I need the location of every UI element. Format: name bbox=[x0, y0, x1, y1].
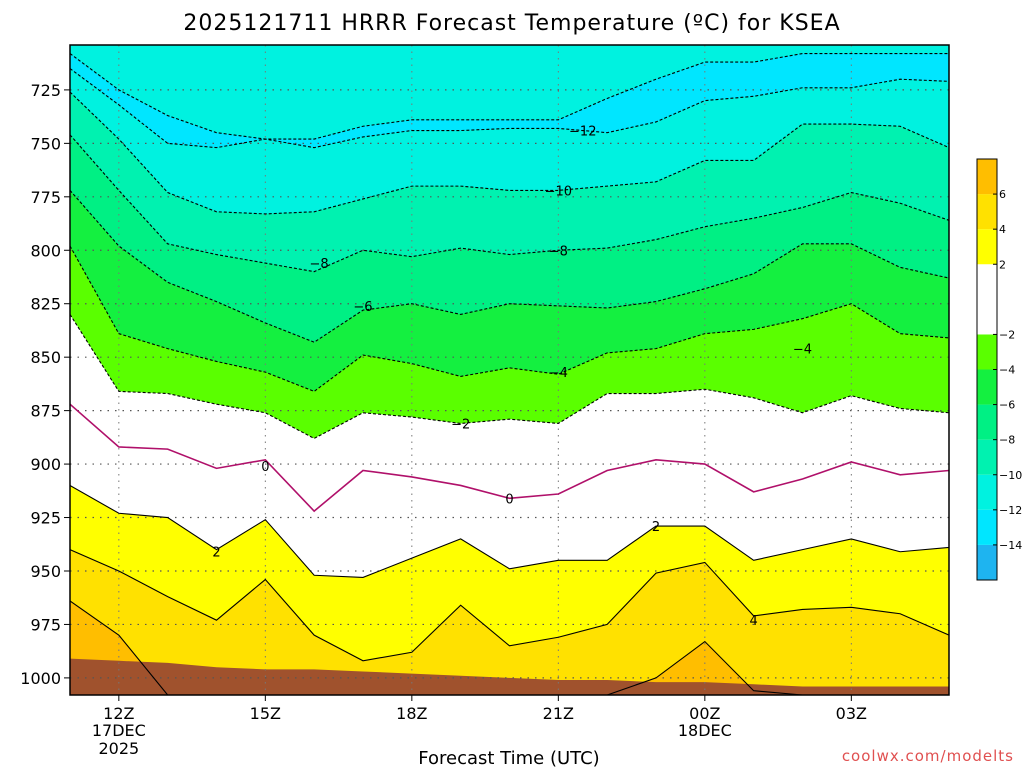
contour-label-8: 0 bbox=[261, 460, 269, 475]
y-tick-label-950: 950 bbox=[30, 562, 61, 581]
colorbar-tick-label--4: −4 bbox=[999, 364, 1015, 377]
grid-lines bbox=[70, 45, 949, 695]
temperature-bands bbox=[70, 53, 949, 695]
colorbar-swatch--10 bbox=[977, 439, 997, 475]
contour-line--14 bbox=[70, 53, 949, 140]
colorbar-tick-label--10: −10 bbox=[999, 469, 1022, 482]
colorbar-swatch-2 bbox=[977, 229, 997, 265]
contour-line--10 bbox=[70, 91, 949, 215]
contour-labels: −12 −10 −8 −8 −6 −4 −4 −2 0 0 2 2 4 bbox=[212, 125, 812, 630]
contour-label-12: 4 bbox=[750, 614, 758, 629]
y-axis: 725 750 775 800 825 850 875 900 925 950 975 1000 bbox=[20, 81, 70, 688]
colorbar-swatch--14 bbox=[977, 509, 997, 545]
colorbar-swatch--16 bbox=[977, 544, 997, 580]
contour-label-11: 2 bbox=[652, 520, 660, 535]
y-tick-label-750: 750 bbox=[30, 134, 61, 153]
contour-lines bbox=[70, 53, 949, 695]
contour-line-0 bbox=[70, 403, 949, 513]
chart-title: 2025121711 HRRR Forecast Temperature (ºC… bbox=[183, 11, 840, 36]
colorbar-swatch--2 bbox=[977, 299, 997, 335]
colorbar-tick-label--14: −14 bbox=[999, 539, 1022, 552]
y-tick-label-800: 800 bbox=[30, 241, 61, 260]
colorbar-tick-label--8: −8 bbox=[999, 434, 1015, 447]
contour-line--2 bbox=[70, 314, 949, 440]
y-tick-label-925: 925 bbox=[30, 509, 61, 528]
contour-line--12 bbox=[70, 68, 949, 149]
x-tick-label-00Z: 00Z bbox=[689, 704, 720, 723]
ground-fill bbox=[70, 658, 949, 695]
contour-label-4: −6 bbox=[353, 300, 372, 315]
colorbar-swatch--4 bbox=[977, 334, 997, 370]
colorbar-tick-label-2: 2 bbox=[999, 258, 1006, 271]
contour-line-4 bbox=[70, 549, 949, 662]
colorbar-swatch-0 bbox=[977, 264, 997, 300]
x-tick-date-12Z: 17DEC bbox=[92, 721, 146, 740]
colorbar-tick-label--12: −12 bbox=[999, 504, 1022, 517]
colorbar-swatch--8 bbox=[977, 404, 997, 440]
contour-line--4 bbox=[70, 245, 949, 393]
contour-label-0: −12 bbox=[569, 125, 596, 140]
y-tick-label-850: 850 bbox=[30, 348, 61, 367]
y-tick-label-775: 775 bbox=[30, 188, 61, 207]
colorbar-swatch--6 bbox=[977, 369, 997, 405]
y-tick-label-975: 975 bbox=[30, 615, 61, 634]
contour-label-10: 2 bbox=[212, 546, 220, 561]
x-tick-label-21Z: 21Z bbox=[543, 704, 574, 723]
colorbar-swatch--12 bbox=[977, 474, 997, 510]
contour-label-3: −8 bbox=[549, 244, 568, 259]
ground-layer bbox=[70, 658, 949, 695]
x-tick-label-15Z: 15Z bbox=[250, 704, 281, 723]
colorbar-swatch-4 bbox=[977, 194, 997, 230]
band-fill-4 bbox=[70, 549, 949, 695]
contour-label-1: −10 bbox=[545, 184, 572, 199]
y-tick-label-900: 900 bbox=[30, 455, 61, 474]
colorbar-tick-label-4: 4 bbox=[999, 223, 1006, 236]
colorbar-swatch-6 bbox=[977, 159, 997, 195]
x-tick-year-12Z: 2025 bbox=[98, 739, 139, 758]
contour-line-2 bbox=[70, 484, 949, 578]
contour-label-9: 0 bbox=[505, 492, 513, 507]
colorbar-tick-label-6: 6 bbox=[999, 188, 1006, 201]
contour-line--8 bbox=[70, 134, 949, 273]
x-tick-label-12Z: 12Z bbox=[103, 704, 134, 723]
y-tick-label-825: 825 bbox=[30, 295, 61, 314]
contour-label-5: −4 bbox=[549, 366, 568, 381]
plot-frame bbox=[69, 44, 950, 696]
contour-label-7: −2 bbox=[451, 417, 470, 432]
contour-label-2: −8 bbox=[309, 257, 328, 272]
y-tick-label-725: 725 bbox=[30, 81, 61, 100]
y-tick-label-1000: 1000 bbox=[20, 669, 61, 688]
x-tick-label-18Z: 18Z bbox=[396, 704, 427, 723]
colorbar: 6 4 2 −2 −4 −6 −8 −10 −12 −14 bbox=[976, 158, 1022, 581]
colorbar-tick-label--2: −2 bbox=[999, 328, 1015, 341]
x-tick-date-00Z: 18DEC bbox=[678, 721, 732, 740]
x-tick-label-03Z: 03Z bbox=[836, 704, 867, 723]
contour-label-6: −4 bbox=[793, 343, 812, 358]
band-fill-6 bbox=[70, 600, 949, 695]
credit-text: coolwx.com/modelts bbox=[842, 747, 1014, 765]
x-axis-title: Forecast Time (UTC) bbox=[418, 748, 599, 768]
contour-line--6 bbox=[70, 190, 949, 343]
colorbar-tick-label--6: −6 bbox=[999, 399, 1015, 412]
y-tick-label-875: 875 bbox=[30, 402, 61, 421]
